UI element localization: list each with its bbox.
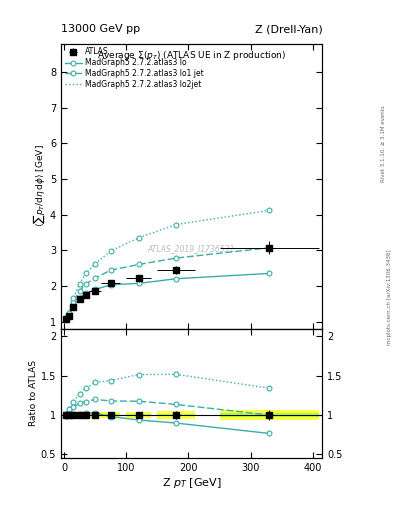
MadGraph5 2.7.2.atlas3 lo2jet	[108, 248, 113, 254]
Text: 13000 GeV pp: 13000 GeV pp	[61, 24, 140, 34]
MadGraph5 2.7.2.atlas3 lo1 jet	[108, 267, 113, 273]
Text: mcplots.cern.ch [arXiv:1306.3436]: mcplots.cern.ch [arXiv:1306.3436]	[387, 249, 391, 345]
MadGraph5 2.7.2.atlas3 lo	[136, 280, 141, 286]
MadGraph5 2.7.2.atlas3 lo	[93, 286, 97, 292]
Line: MadGraph5 2.7.2.atlas3 lo2jet: MadGraph5 2.7.2.atlas3 lo2jet	[66, 210, 269, 318]
Text: ATLAS_2019_I1736531: ATLAS_2019_I1736531	[148, 244, 235, 253]
MadGraph5 2.7.2.atlas3 lo	[83, 290, 88, 296]
MadGraph5 2.7.2.atlas3 lo1 jet	[174, 255, 178, 261]
Y-axis label: $\langle\sum p_T/\mathrm{d}\eta\,\mathrm{d}\phi\rangle$ [GeV]: $\langle\sum p_T/\mathrm{d}\eta\,\mathrm…	[32, 145, 47, 227]
MadGraph5 2.7.2.atlas3 lo	[108, 282, 113, 288]
MadGraph5 2.7.2.atlas3 lo1 jet	[63, 315, 68, 321]
Bar	[126, 412, 151, 418]
Bar	[67, 412, 70, 418]
MadGraph5 2.7.2.atlas3 lo	[77, 295, 82, 302]
Bar	[77, 414, 83, 416]
MadGraph5 2.7.2.atlas3 lo2jet	[71, 295, 76, 301]
MadGraph5 2.7.2.atlas3 lo1 jet	[136, 262, 141, 268]
Text: Average $\Sigma(p_T)$ (ATLAS UE in Z production): Average $\Sigma(p_T)$ (ATLAS UE in Z pro…	[97, 49, 286, 62]
Bar	[83, 414, 89, 416]
Bar	[67, 414, 70, 416]
MadGraph5 2.7.2.atlas3 lo1 jet	[93, 275, 97, 281]
Bar	[89, 413, 101, 418]
MadGraph5 2.7.2.atlas3 lo2jet	[77, 281, 82, 287]
MadGraph5 2.7.2.atlas3 lo1 jet	[83, 281, 88, 287]
Bar	[220, 413, 319, 417]
Bar	[77, 413, 83, 417]
Bar	[70, 412, 77, 418]
MadGraph5 2.7.2.atlas3 lo	[63, 316, 68, 322]
Bar	[157, 414, 195, 416]
Bar	[89, 414, 101, 416]
X-axis label: Z $p_T$ [GeV]: Z $p_T$ [GeV]	[162, 476, 221, 490]
MadGraph5 2.7.2.atlas3 lo1 jet	[71, 298, 76, 305]
MadGraph5 2.7.2.atlas3 lo2jet	[136, 234, 141, 241]
MadGraph5 2.7.2.atlas3 lo2jet	[93, 261, 97, 267]
Bar	[126, 414, 151, 416]
Text: Z (Drell-Yan): Z (Drell-Yan)	[255, 24, 322, 34]
MadGraph5 2.7.2.atlas3 lo2jet	[267, 207, 272, 214]
MadGraph5 2.7.2.atlas3 lo1 jet	[77, 288, 82, 294]
Bar	[220, 411, 319, 420]
Bar	[70, 414, 77, 416]
Bar	[101, 412, 120, 418]
MadGraph5 2.7.2.atlas3 lo2jet	[83, 270, 88, 276]
MadGraph5 2.7.2.atlas3 lo2jet	[63, 315, 68, 321]
MadGraph5 2.7.2.atlas3 lo2jet	[174, 222, 178, 228]
Text: Rivet 3.1.10, ≥ 3.1M events: Rivet 3.1.10, ≥ 3.1M events	[381, 105, 386, 182]
Bar	[64, 414, 67, 416]
Bar	[101, 414, 120, 416]
MadGraph5 2.7.2.atlas3 lo	[71, 303, 76, 309]
Bar	[64, 412, 67, 418]
MadGraph5 2.7.2.atlas3 lo1 jet	[267, 245, 272, 251]
Legend: ATLAS, MadGraph5 2.7.2.atlas3 lo, MadGraph5 2.7.2.atlas3 lo1 jet, MadGraph5 2.7.: ATLAS, MadGraph5 2.7.2.atlas3 lo, MadGra…	[63, 46, 205, 91]
Bar	[83, 413, 89, 417]
MadGraph5 2.7.2.atlas3 lo	[66, 313, 71, 319]
Line: MadGraph5 2.7.2.atlas3 lo1 jet: MadGraph5 2.7.2.atlas3 lo1 jet	[63, 245, 272, 321]
MadGraph5 2.7.2.atlas3 lo2jet	[66, 310, 71, 316]
MadGraph5 2.7.2.atlas3 lo	[267, 270, 272, 276]
Y-axis label: Ratio to ATLAS: Ratio to ATLAS	[29, 360, 38, 426]
Bar	[157, 411, 195, 419]
MadGraph5 2.7.2.atlas3 lo	[174, 275, 178, 282]
MadGraph5 2.7.2.atlas3 lo1 jet	[66, 311, 71, 317]
Line: MadGraph5 2.7.2.atlas3 lo: MadGraph5 2.7.2.atlas3 lo	[63, 271, 272, 322]
